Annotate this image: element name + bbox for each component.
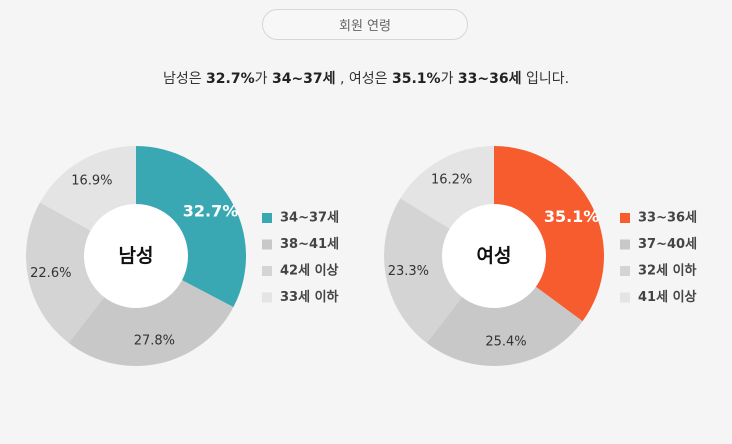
summary-part-3: , 여성은 <box>335 71 392 87</box>
female-value-label-1: 35.1% <box>544 207 600 226</box>
tab-label: 회원 연령 <box>339 19 391 34</box>
female-legend: 33~36세 37~40세 32세 이하 41세 이상 <box>620 211 697 305</box>
male-legend-swatch-1 <box>262 213 272 223</box>
male-legend-label-3: 42세 이상 <box>280 263 339 279</box>
summary-part-4: 가 <box>440 71 458 87</box>
female-value-label-2: 25.4% <box>485 335 526 350</box>
tab-member-age[interactable]: 회원 연령 <box>262 9 468 40</box>
female-legend-swatch-1 <box>620 213 630 223</box>
female-legend-swatch-3 <box>620 266 630 276</box>
female-slice-3 <box>383 198 494 343</box>
female-top-range: 33~36세 <box>457 71 522 87</box>
summary-part-2: 가 <box>254 71 272 87</box>
female-legend-label-2: 37~40세 <box>638 237 697 252</box>
male-top-percent: 32.7% <box>206 71 255 87</box>
summary-part-5: 입니다. <box>521 71 570 87</box>
female-legend-label-4: 41세 이상 <box>638 289 697 305</box>
male-legend-swatch-3 <box>262 266 272 276</box>
male-legend-swatch-2 <box>262 239 272 250</box>
male-value-label-3: 22.6% <box>30 266 71 281</box>
female-donut-chart: 35.1% 25.4% 23.3% 16.2% 여성 <box>383 146 604 366</box>
female-legend-swatch-4 <box>620 292 630 303</box>
male-top-range: 34~37세 <box>271 71 336 87</box>
male-donut-chart: 32.7% 27.8% 22.6% 16.9% 남성 <box>25 146 247 367</box>
female-legend-label-1: 33~36세 <box>638 211 697 226</box>
female-legend-label-3: 32세 이하 <box>638 263 697 279</box>
male-legend-label-4: 33세 이하 <box>280 289 339 305</box>
female-legend-swatch-2 <box>620 239 630 250</box>
male-legend-swatch-4 <box>262 292 272 303</box>
male-donut-hole <box>84 204 188 308</box>
female-value-label-3: 23.3% <box>388 264 429 279</box>
female-top-percent: 35.1% <box>392 71 441 87</box>
male-value-label-2: 27.8% <box>134 334 175 349</box>
female-center-label: 여성 <box>477 245 512 267</box>
male-value-label-1: 32.7% <box>183 202 239 221</box>
female-slice-2 <box>426 256 583 366</box>
male-legend-label-2: 38~41세 <box>280 237 339 252</box>
female-slice-1 <box>494 146 604 322</box>
male-value-label-4: 16.9% <box>71 174 112 189</box>
male-center-label: 남성 <box>119 245 154 267</box>
male-slice-3 <box>25 202 136 343</box>
male-legend-label-1: 34~37세 <box>280 211 339 226</box>
male-legend: 34~37세 38~41세 42세 이상 33세 이하 <box>262 211 339 305</box>
male-slice-2 <box>68 256 234 367</box>
female-value-label-4: 16.2% <box>431 173 472 188</box>
summary-part-1: 남성은 <box>162 71 207 87</box>
female-donut-hole <box>442 204 546 308</box>
summary-text: 남성은 32.7%가 34~37세 , 여성은 35.1%가 33~36세 입니… <box>0 68 732 88</box>
